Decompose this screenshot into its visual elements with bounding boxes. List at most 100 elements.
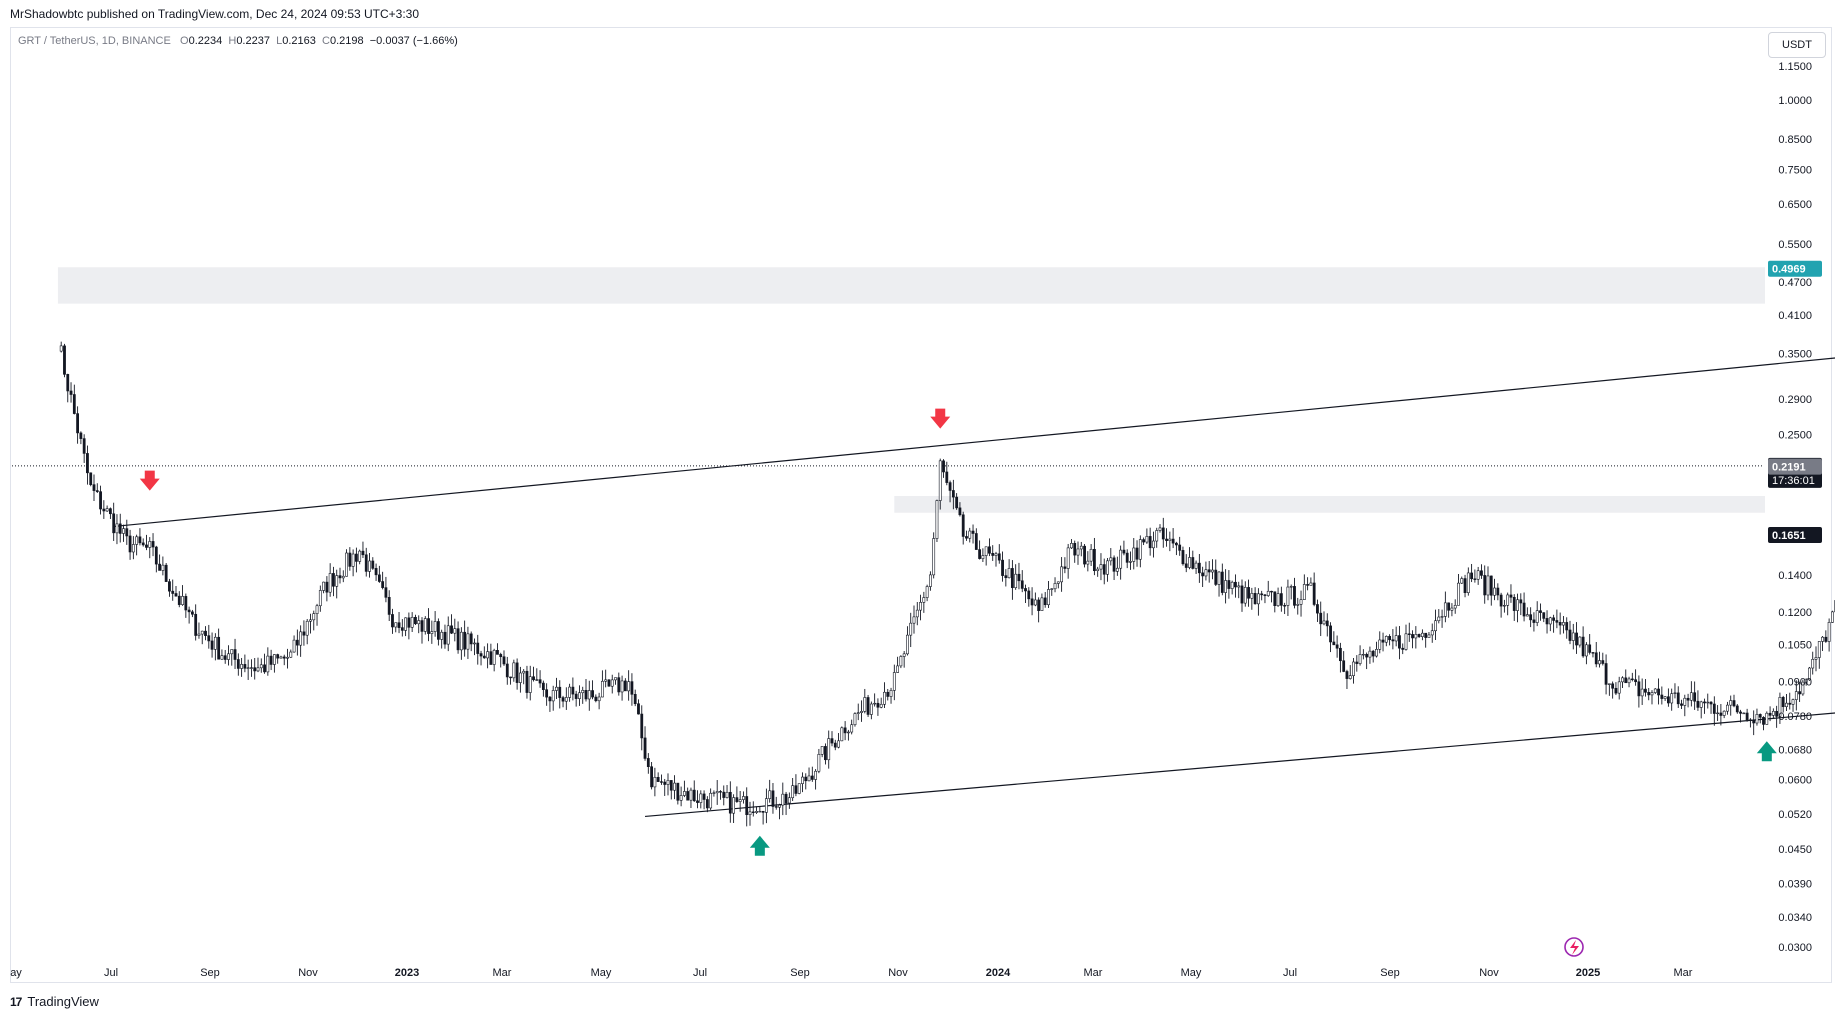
candle-body [1368, 650, 1372, 658]
candle-body [256, 667, 260, 672]
candle-body [459, 631, 463, 651]
candle-body [1765, 712, 1769, 725]
candle-body [1647, 692, 1651, 696]
candle-body [738, 799, 742, 802]
candle-body [1565, 622, 1569, 631]
candle-body [1575, 632, 1578, 646]
candle-body [705, 799, 709, 809]
candle-body [692, 789, 696, 802]
candle-body [522, 670, 526, 674]
candle-body [951, 490, 955, 498]
candle-body [1739, 711, 1742, 714]
currency-button[interactable]: USDT [1768, 32, 1826, 58]
candle-body [1322, 620, 1326, 625]
y-tick-label: 0.7500 [1778, 164, 1812, 176]
candle-body [1509, 594, 1513, 598]
candle-body [482, 655, 486, 659]
candle-body [1391, 639, 1395, 642]
candle-body [325, 581, 329, 593]
candle-body [423, 618, 427, 632]
candle-body [1493, 587, 1496, 596]
y-tick-label: 0.2500 [1778, 430, 1812, 442]
y-tick-label: 0.0680 [1778, 744, 1812, 756]
candle-body [1010, 568, 1014, 589]
candle-body [1056, 581, 1060, 584]
down-arrow-icon [930, 408, 951, 429]
candle-body [548, 696, 552, 702]
up-arrow-icon [1756, 741, 1777, 762]
candle-body [1614, 687, 1618, 694]
candle-body [597, 696, 601, 702]
candle-body [1719, 712, 1723, 716]
y-tick-label: 0.0340 [1778, 912, 1812, 924]
candle-body [1621, 677, 1624, 683]
candle-body [1299, 599, 1303, 605]
candle-body [1276, 593, 1280, 606]
candle-body [696, 800, 699, 803]
candle-body [1309, 582, 1313, 586]
candle-body [669, 780, 673, 791]
y-tick-label: 0.0520 [1778, 809, 1812, 821]
candle-body [942, 460, 945, 473]
candle-body [515, 662, 519, 683]
candle-body [476, 642, 480, 654]
candle-body [623, 680, 627, 692]
candle-body [187, 609, 191, 613]
candle-body [200, 630, 204, 635]
candle-body [843, 727, 847, 734]
candle-body [440, 631, 444, 640]
chart-frame[interactable] [10, 27, 1832, 983]
candle-body [555, 686, 558, 691]
candle-body [122, 528, 125, 534]
candle-body [1227, 580, 1231, 589]
candle-body [1122, 549, 1126, 554]
candle-body [932, 538, 936, 576]
candle-body [846, 731, 850, 734]
candle-body [1093, 548, 1096, 572]
candle-body [250, 667, 253, 669]
candle-body [1653, 688, 1657, 693]
candle-body [938, 460, 942, 501]
candle-body [332, 573, 335, 587]
candle-body [978, 549, 982, 559]
candle-body [538, 679, 542, 684]
candle-body [1247, 587, 1250, 599]
candle-body [286, 656, 289, 659]
y-tick-label: 0.0390 [1778, 879, 1812, 891]
candle-body [1207, 569, 1211, 573]
candle-body [935, 500, 939, 539]
candle-body [1230, 581, 1234, 589]
candle-body [1263, 594, 1267, 596]
candle-body [1594, 652, 1598, 665]
candle-body [817, 754, 821, 772]
candle-body [236, 659, 240, 669]
candle-body [1453, 605, 1457, 609]
candle-body [492, 650, 496, 665]
candle-body [95, 490, 99, 492]
candle-body [1352, 661, 1355, 676]
candle-body [1427, 634, 1431, 638]
candle-body [1109, 557, 1113, 562]
candle-body [1007, 568, 1011, 579]
candle-body [774, 806, 778, 808]
candle-body [348, 552, 352, 567]
low-value: 0.2163 [282, 35, 316, 47]
symbol-name[interactable]: GRT / TetherUS, 1D, BINANCE [18, 35, 171, 47]
candle-body [1745, 712, 1749, 721]
candle-body [1060, 566, 1064, 583]
candle-body [1794, 691, 1798, 700]
candle-body [1722, 710, 1726, 716]
candle-body [660, 781, 663, 783]
candle-body [869, 703, 873, 715]
candle-body [66, 374, 70, 392]
candle-body [725, 791, 729, 798]
candle-body [873, 702, 877, 705]
candle-body [410, 616, 414, 628]
candle-body [807, 775, 811, 782]
candle-body [1424, 632, 1428, 638]
candle-body [814, 770, 818, 780]
high-value: 0.2237 [236, 35, 270, 47]
candle-body [1532, 619, 1536, 623]
candle-body [1712, 703, 1716, 714]
